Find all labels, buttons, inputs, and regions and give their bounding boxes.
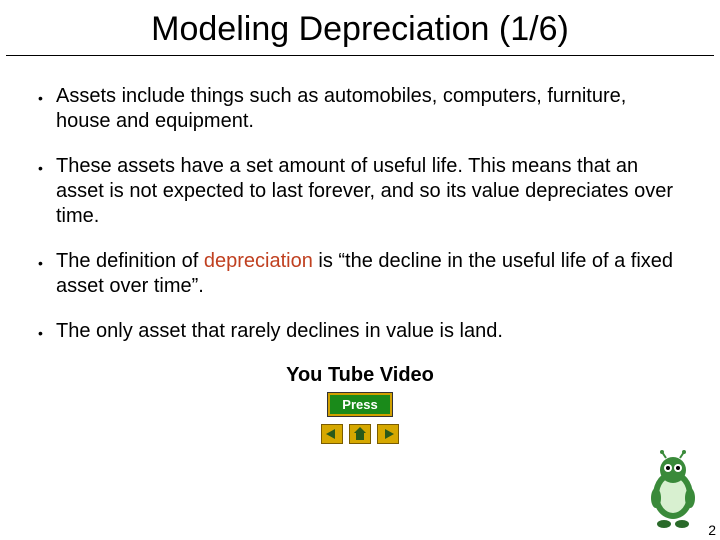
page-number: 2 — [708, 522, 716, 538]
content-area: • Assets include things such as automobi… — [0, 56, 720, 444]
slide-title: Modeling Depreciation (1/6) — [6, 0, 714, 56]
bullet-text: The only asset that rarely declines in v… — [56, 319, 682, 344]
bullet-dot: • — [38, 319, 56, 344]
bullet-item: • The only asset that rarely declines in… — [38, 319, 682, 344]
video-label: You Tube Video — [38, 364, 682, 387]
nav-forward-button[interactable] — [377, 424, 399, 444]
bullet-item: • These assets have a set amount of usef… — [38, 154, 682, 229]
nav-row — [38, 424, 682, 444]
bullet-item: • Assets include things such as automobi… — [38, 84, 682, 134]
nav-back-button[interactable] — [321, 424, 343, 444]
bullet-dot: • — [38, 154, 56, 229]
highlight-term: depreciation — [204, 250, 313, 272]
bullet-item: • The definition of depreciation is “the… — [38, 249, 682, 299]
bullet-text: Assets include things such as automobile… — [56, 84, 682, 134]
bullet-text: The definition of depreciation is “the d… — [56, 249, 682, 299]
bullet-dot: • — [38, 249, 56, 299]
bullet-text: These assets have a set amount of useful… — [56, 154, 682, 229]
mascot-icon — [638, 450, 708, 530]
press-button[interactable]: Press — [328, 393, 391, 416]
bullet-dot: • — [38, 84, 56, 134]
nav-home-button[interactable] — [349, 424, 371, 444]
